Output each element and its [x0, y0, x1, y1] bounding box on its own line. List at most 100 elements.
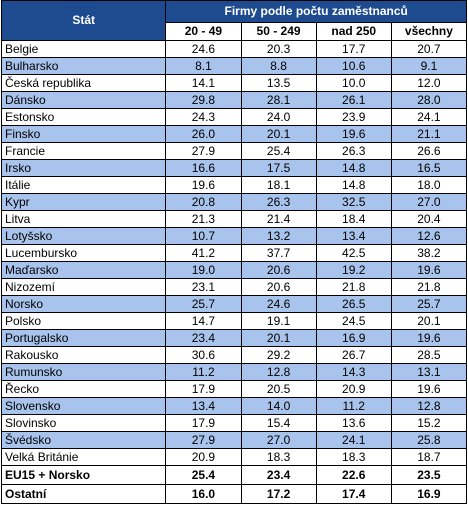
table-row: Lotyšsko 10.7 13.2 13.4 12.6	[0, 227, 468, 245]
value-cell: 37.7	[240, 244, 317, 262]
value-cell: 29.2	[240, 346, 317, 364]
country-name: Bulharsko	[0, 57, 167, 75]
country-name: Rakousko	[0, 346, 167, 364]
value-cell: 20.6	[240, 278, 317, 296]
column-header-over-250: nad 250	[315, 22, 392, 41]
country-name: Velká Británie	[0, 448, 167, 466]
column-header-all: všechny	[390, 22, 468, 41]
state-column-header: Stát	[0, 0, 167, 41]
value-cell: 17.9	[165, 414, 242, 432]
value-cell: 18.7	[390, 448, 468, 466]
country-name: Dánsko	[0, 91, 167, 109]
table-row: Finsko 26.0 20.1 19.6 21.1	[0, 125, 468, 143]
table-row: Norsko 25.7 24.6 26.5 25.7	[0, 295, 468, 313]
value-cell: 14.1	[165, 74, 242, 92]
value-cell: 26.5	[315, 295, 392, 313]
country-name: Belgie	[0, 40, 167, 58]
value-cell: 15.2	[390, 414, 468, 432]
country-name: Francie	[0, 142, 167, 160]
country-name: Polsko	[0, 312, 167, 330]
subheader-row: 20 - 49 50 - 249 nad 250 všechny	[2, 22, 468, 41]
value-cell: 12.0	[390, 74, 468, 92]
value-cell: 14.8	[315, 159, 392, 177]
value-cell: 24.3	[165, 108, 242, 126]
value-cell: 24.5	[315, 312, 392, 330]
table-row: Řecko 17.9 20.5 20.9 19.6	[0, 380, 468, 398]
value-cell: 9.1	[390, 57, 468, 75]
table-row: Francie 27.9 25.4 26.3 26.6	[0, 142, 468, 160]
value-cell: 22.6	[315, 465, 392, 485]
value-cell: 12.8	[240, 363, 317, 381]
country-name: Irsko	[0, 159, 167, 177]
value-cell: 14.8	[315, 176, 392, 194]
value-cell: 19.6	[315, 125, 392, 143]
table-row: Lucembursko 41.2 37.7 42.5 38.2	[0, 244, 468, 262]
value-cell: 13.1	[390, 363, 468, 381]
value-cell: 19.6	[390, 329, 468, 347]
value-cell: 28.5	[390, 346, 468, 364]
value-cell: 21.3	[165, 210, 242, 228]
value-cell: 24.1	[315, 431, 392, 449]
value-cell: 23.5	[390, 465, 468, 485]
country-name: Litva	[0, 210, 167, 228]
value-cell: 8.1	[165, 57, 242, 75]
column-header-50-249: 50 - 249	[240, 22, 317, 41]
country-name: Švédsko	[0, 431, 167, 449]
value-cell: 18.1	[240, 176, 317, 194]
value-cell: 13.2	[240, 227, 317, 245]
value-cell: 13.6	[315, 414, 392, 432]
table-row: Litva 21.3 21.4 18.4 20.4	[0, 210, 468, 228]
value-cell: 17.9	[165, 380, 242, 398]
table-row: Nizozemí 23.1 20.6 21.8 21.8	[0, 278, 468, 296]
value-cell: 19.0	[165, 261, 242, 279]
country-name: Estonsko	[0, 108, 167, 126]
value-cell: 18.3	[315, 448, 392, 466]
value-cell: 25.7	[165, 295, 242, 313]
table-row: Česká republika 14.1 13.5 10.0 12.0	[0, 74, 468, 92]
value-cell: 24.6	[240, 295, 317, 313]
value-cell: 10.0	[315, 74, 392, 92]
value-cell: 20.9	[315, 380, 392, 398]
table-row: Belgie 24.6 20.3 17.7 20.7	[0, 40, 468, 58]
country-name: Lucembursko	[0, 244, 167, 262]
table-row: Švédsko 27.9 27.0 24.1 25.8	[0, 431, 468, 449]
value-cell: 27.0	[240, 431, 317, 449]
value-cell: 20.3	[240, 40, 317, 58]
value-cell: 11.2	[315, 397, 392, 415]
value-cell: 19.1	[240, 312, 317, 330]
firms-group-header: Firmy podle počtu zaměstnanců	[165, 0, 467, 23]
value-cell: 23.9	[315, 108, 392, 126]
value-cell: 12.8	[390, 397, 468, 415]
country-name: Nizozemí	[0, 278, 167, 296]
table-row: Polsko 14.7 19.1 24.5 20.1	[0, 312, 468, 330]
table-row: Itálie 19.6 18.1 14.8 18.0	[0, 176, 468, 194]
value-cell: 15.4	[240, 414, 317, 432]
value-cell: 16.9	[390, 484, 468, 504]
value-cell: 16.9	[315, 329, 392, 347]
value-cell: 25.7	[390, 295, 468, 313]
value-cell: 28.0	[390, 91, 468, 109]
value-cell: 8.8	[240, 57, 317, 75]
country-name: Norsko	[0, 295, 167, 313]
table-row: Maďarsko 19.0 20.6 19.2 19.6	[0, 261, 468, 279]
value-cell: 16.6	[165, 159, 242, 177]
value-cell: 23.4	[240, 465, 317, 485]
value-cell: 13.5	[240, 74, 317, 92]
table-row: Slovinsko 17.9 15.4 13.6 15.2	[0, 414, 468, 432]
value-cell: 26.3	[240, 193, 317, 211]
value-cell: 23.4	[165, 329, 242, 347]
value-cell: 20.6	[240, 261, 317, 279]
value-cell: 21.8	[315, 278, 392, 296]
value-cell: 10.7	[165, 227, 242, 245]
value-cell: 20.1	[390, 312, 468, 330]
value-cell: 13.4	[165, 397, 242, 415]
column-header-20-49: 20 - 49	[165, 22, 242, 41]
value-cell: 21.1	[390, 125, 468, 143]
header-row: Stát Firmy podle počtu zaměstnanců	[0, 0, 467, 41]
value-cell: 13.4	[315, 227, 392, 245]
value-cell: 18.0	[390, 176, 468, 194]
country-name: Itálie	[0, 176, 167, 194]
table-row: Portugalsko 23.4 20.1 16.9 19.6	[0, 329, 468, 347]
value-cell: 27.0	[390, 193, 468, 211]
